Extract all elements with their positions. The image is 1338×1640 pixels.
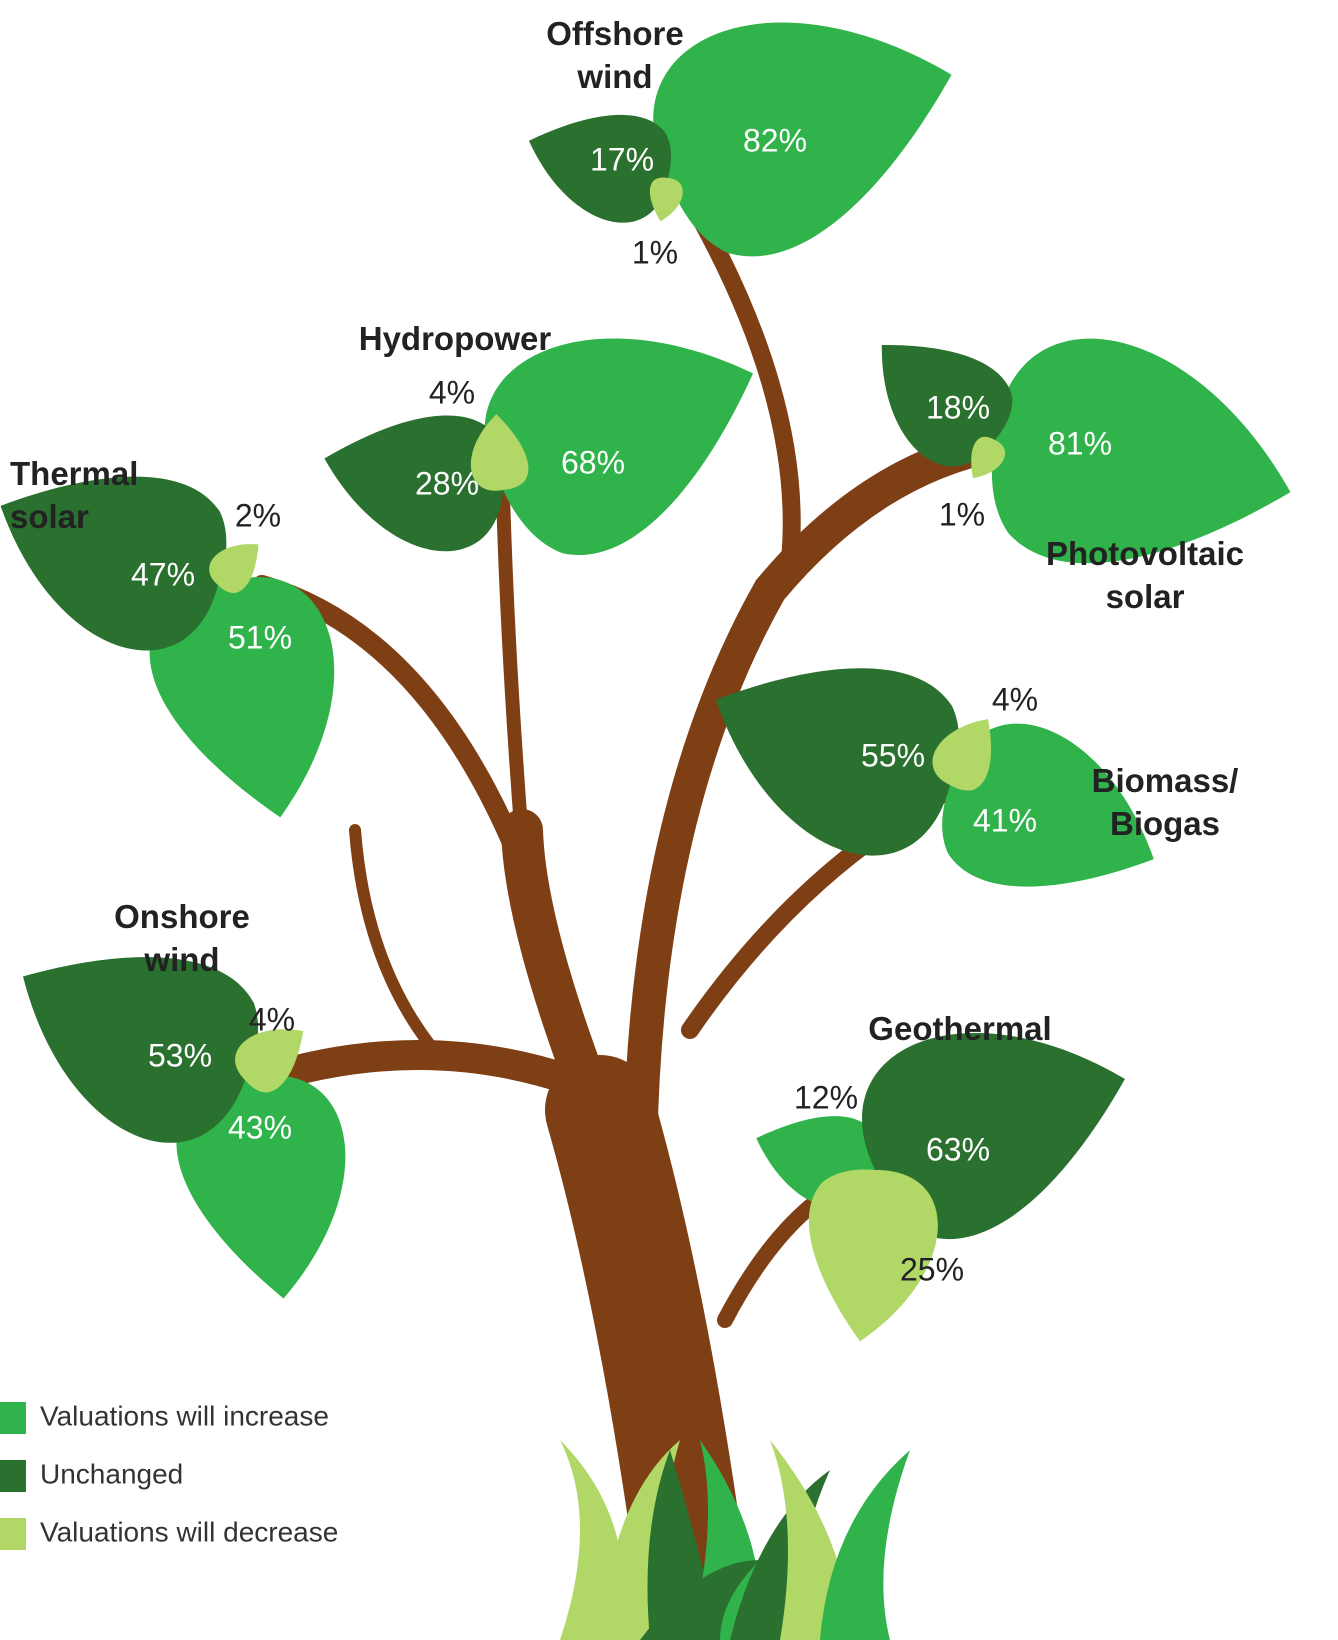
value-label: 81% [1048,425,1112,461]
legend-swatch [0,1402,26,1434]
value-label: 1% [939,496,985,532]
value-label: 63% [926,1131,990,1167]
value-label: 47% [131,556,195,592]
infographic: 82% 17% 1% 68% 28% 4% 81% 18% 1% 51% 47% 2% 41% 55% 4%… [0,0,1338,1640]
category-label: Biomass/ Biogas [1070,759,1260,845]
value-label: 43% [228,1109,292,1145]
category-label: Photovoltaic solar [1030,532,1260,618]
value-label: 4% [249,1001,295,1037]
category-label: Thermal solar [10,452,170,538]
value-label: 4% [992,681,1038,717]
branch [355,830,430,1045]
value-label: 28% [415,465,479,501]
value-label: 2% [235,497,281,533]
value-label: 82% [743,122,807,158]
legend-label: Valuations will increase [40,1400,329,1431]
branch [503,495,522,840]
category-label: Hydropower [345,317,565,360]
value-label: 41% [973,802,1037,838]
branch [262,1055,570,1080]
legend-label: Unchanged [40,1458,183,1489]
value-label: 12% [794,1079,858,1115]
value-label: 25% [900,1251,964,1287]
value-label: 55% [861,737,925,773]
legend-swatch [0,1460,26,1492]
value-label: 18% [926,389,990,425]
value-label: 17% [590,141,654,177]
value-label: 51% [228,619,292,655]
value-label: 4% [429,374,475,410]
legend-label: Valuations will decrease [40,1516,338,1547]
legend-swatch [0,1518,26,1550]
category-label: Onshore wind [92,895,272,981]
value-label: 68% [561,444,625,480]
category-label: Geothermal [850,1007,1070,1050]
grass [560,1440,910,1640]
value-label: 53% [148,1037,212,1073]
category-label: Offshore wind [535,12,695,98]
grass-blade [820,1450,910,1640]
value-label: 1% [632,234,678,270]
